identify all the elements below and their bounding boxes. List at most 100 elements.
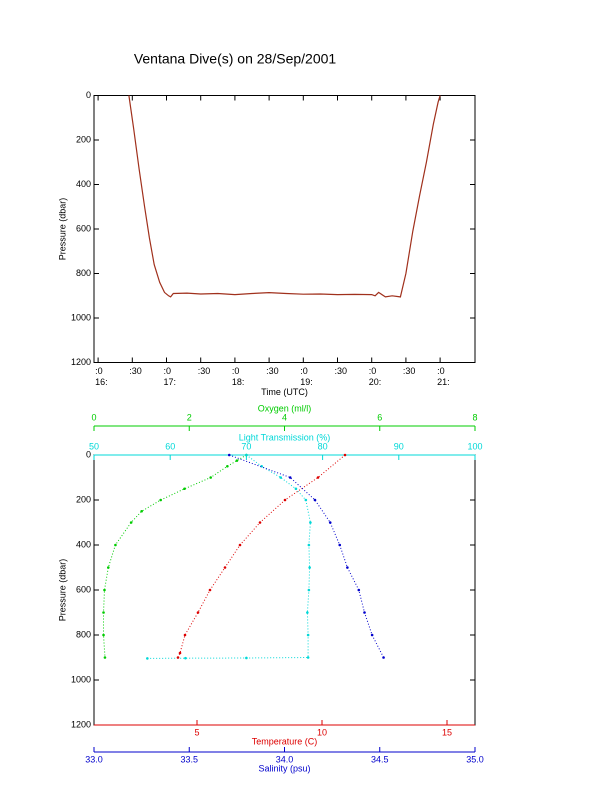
x-tick-label: 17: bbox=[164, 377, 177, 387]
profile-point bbox=[178, 651, 182, 655]
x-tick-label: 33.5 bbox=[180, 754, 198, 764]
profile-point bbox=[304, 498, 308, 502]
y-tick-label: 800 bbox=[76, 629, 91, 639]
profile-point bbox=[306, 633, 310, 637]
profile-point bbox=[129, 521, 133, 524]
profile-point bbox=[313, 498, 317, 502]
profile-point bbox=[258, 521, 262, 524]
x-tick-label: :0 bbox=[95, 366, 103, 376]
x-tick-label: 50 bbox=[89, 441, 99, 451]
y-tick-label: 0 bbox=[86, 449, 91, 459]
x-tick-label: 60 bbox=[165, 441, 175, 451]
profile-point bbox=[338, 543, 342, 547]
profile-point bbox=[346, 566, 349, 569]
x-tick-label: :30 bbox=[335, 366, 348, 376]
profile-point bbox=[382, 656, 385, 659]
x-tick-label: :0 bbox=[369, 366, 377, 376]
profile-point bbox=[245, 453, 248, 457]
profile-point bbox=[357, 588, 361, 592]
y-tick-label: 200 bbox=[76, 134, 91, 144]
x-tick-label: :30 bbox=[403, 366, 416, 376]
profile-point bbox=[238, 543, 242, 547]
x-tick-label: 5 bbox=[194, 727, 199, 737]
profile-point bbox=[102, 611, 105, 614]
x-tick-label: 34.5 bbox=[371, 754, 389, 764]
profile-point bbox=[328, 521, 332, 524]
y-tick-label: 400 bbox=[76, 539, 91, 549]
profile-point bbox=[306, 611, 309, 614]
chart-title: Ventana Dive(s) on 28/Sep/2001 bbox=[134, 51, 337, 67]
x-axis-label: Light Transmission (%) bbox=[239, 432, 331, 442]
x-tick-label: 16: bbox=[95, 377, 108, 387]
profile-point bbox=[209, 476, 212, 479]
profile-point bbox=[227, 453, 231, 457]
y-tick-label: 600 bbox=[76, 584, 91, 594]
y-axis-label: Pressure (dbar) bbox=[57, 198, 67, 261]
profile-point bbox=[307, 588, 311, 592]
x-tick-label: 15 bbox=[442, 727, 452, 737]
x-tick-label: :0 bbox=[164, 366, 172, 376]
y-tick-label: 1000 bbox=[71, 312, 91, 322]
profile-point bbox=[307, 543, 311, 547]
profile-point bbox=[283, 498, 287, 502]
x-tick-label: 90 bbox=[394, 441, 404, 451]
profile-point bbox=[114, 543, 117, 547]
frame bbox=[93, 95, 476, 363]
x-tick-label: 18: bbox=[232, 377, 245, 387]
profile-trace bbox=[147, 454, 311, 659]
profile-point bbox=[159, 498, 162, 502]
x-tick-label: 4 bbox=[282, 412, 287, 422]
profile-point bbox=[343, 453, 347, 457]
x-tick-label: 80 bbox=[318, 441, 328, 451]
x-tick-label: 34.0 bbox=[276, 754, 294, 764]
x-tick-label: :0 bbox=[437, 366, 445, 376]
profile-point bbox=[103, 656, 107, 659]
y-tick-label: 600 bbox=[76, 223, 91, 233]
x-tick-label: 0 bbox=[91, 412, 96, 422]
profile-point bbox=[306, 656, 310, 659]
profile-point bbox=[308, 566, 311, 569]
profile-point bbox=[370, 633, 374, 637]
y-axis-label: Pressure (dbar) bbox=[57, 559, 67, 622]
x-tick-label: 6 bbox=[377, 412, 382, 422]
profile-point bbox=[176, 656, 180, 659]
profile-point bbox=[279, 476, 282, 479]
profile-point bbox=[245, 656, 248, 660]
x-tick-label: 33.0 bbox=[85, 754, 103, 764]
profile-point bbox=[146, 657, 149, 660]
x-tick-label: 10 bbox=[317, 727, 327, 737]
x-tick-label: :0 bbox=[232, 366, 240, 376]
profile-point bbox=[103, 588, 106, 592]
y-tick-label: 1200 bbox=[71, 357, 91, 367]
x-tick-label: :30 bbox=[266, 366, 279, 376]
y-tick-label: 1200 bbox=[71, 719, 91, 729]
x-tick-label: :30 bbox=[198, 366, 211, 376]
profile-point bbox=[184, 656, 187, 660]
x-tick-label: 21: bbox=[437, 377, 450, 387]
profile-point bbox=[316, 476, 320, 479]
profile-point bbox=[226, 464, 229, 468]
profile-point bbox=[363, 611, 366, 614]
x-tick-label: 20: bbox=[369, 377, 382, 387]
x-axis-label: Salinity (psu) bbox=[258, 763, 310, 773]
profile-point bbox=[183, 487, 186, 491]
data-line bbox=[128, 95, 441, 298]
profile-point bbox=[106, 566, 110, 569]
x-tick-label: :0 bbox=[300, 366, 308, 376]
profile-point bbox=[183, 633, 187, 637]
x-tick-label: 2 bbox=[187, 412, 192, 422]
x-tick-label: 8 bbox=[472, 412, 477, 422]
y-tick-label: 800 bbox=[76, 268, 91, 278]
profile-trace bbox=[177, 454, 346, 658]
profile-point bbox=[102, 633, 105, 637]
y-tick-label: 0 bbox=[86, 90, 91, 100]
profile-point bbox=[235, 459, 239, 462]
x-axis-label: Time (UTC) bbox=[261, 387, 308, 397]
y-tick-label: 200 bbox=[76, 494, 91, 504]
x-tick-label: 70 bbox=[241, 441, 251, 451]
profile-trace bbox=[229, 454, 385, 658]
x-tick-label: 100 bbox=[467, 441, 482, 451]
profile-point bbox=[309, 521, 312, 524]
